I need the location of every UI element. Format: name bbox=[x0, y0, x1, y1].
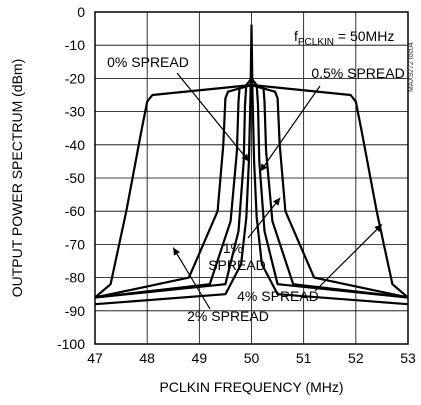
x-tick-label: 52 bbox=[348, 350, 364, 366]
x-tick-label: 47 bbox=[87, 350, 103, 366]
annotation-2pct-label: 2% SPREAD bbox=[187, 308, 269, 324]
condition-suffix: = 50MHz bbox=[334, 28, 394, 44]
y-tick-label: 0 bbox=[77, 4, 85, 20]
y-tick-label: -60 bbox=[65, 203, 85, 219]
y-tick-label: -40 bbox=[65, 137, 85, 153]
y-tick-label: -80 bbox=[65, 270, 85, 286]
y-tick-label: -30 bbox=[65, 104, 85, 120]
y-tick-label: -20 bbox=[65, 70, 85, 86]
y-tick-label: -90 bbox=[65, 303, 85, 319]
x-tick-label: 50 bbox=[244, 350, 260, 366]
annotation-4pct-arrow bbox=[314, 224, 383, 292]
annotation-1pct-arrow bbox=[247, 197, 281, 239]
annotation-0pct-arrow bbox=[176, 72, 250, 162]
y-axis-title: OUTPUT POWER SPECTRUM (dBm) bbox=[9, 59, 25, 298]
x-tick-label: 51 bbox=[296, 350, 312, 366]
series-layer bbox=[94, 24, 409, 306]
annotation-0-5pct-label: 0.5% SPREAD bbox=[311, 65, 404, 81]
series-4-pct-spread-line bbox=[94, 83, 409, 299]
x-axis-title: PCLKIN FREQUENCY (MHz) bbox=[159, 379, 343, 395]
watermark-text: MAX9272 toc04 bbox=[408, 42, 415, 92]
y-tick-label: -50 bbox=[65, 170, 85, 186]
annotation-2pct-arrow bbox=[172, 247, 211, 310]
tick-labels: 47 48 49 50 51 52 53 0 -10 -20 -30 -40 -50 -60 -70 -80 -… bbox=[57, 4, 416, 366]
annotations: 0% SPREAD 0.5% SPREAD 1%SPREAD 2% SPREAD 4% … bbox=[107, 54, 405, 324]
annotation-0pct-label: 0% SPREAD bbox=[107, 54, 189, 70]
y-tick-label: -10 bbox=[65, 37, 85, 53]
condition-subscript: PCLKIN bbox=[298, 37, 334, 48]
annotation-1pct-label-line1: 1% bbox=[223, 240, 243, 256]
series-0-5-pct-spread-line bbox=[94, 77, 409, 299]
x-tick-label: 48 bbox=[139, 350, 155, 366]
y-tick-label: -70 bbox=[65, 236, 85, 252]
annotation-1pct-label-line2: SPREAD bbox=[208, 257, 266, 273]
y-tick-label: -100 bbox=[57, 336, 85, 352]
annotation-4pct-label: 4% SPREAD bbox=[237, 288, 319, 304]
annotation-0-5pct-arrow bbox=[259, 85, 321, 172]
condition-prefix: f bbox=[294, 28, 298, 44]
x-tick-label: 49 bbox=[192, 350, 208, 366]
series-0-pct-spread-line bbox=[94, 24, 409, 306]
x-tick-label: 53 bbox=[400, 350, 416, 366]
plot-frame bbox=[94, 11, 409, 345]
condition-label: fPCLKIN = 50MHz bbox=[294, 28, 394, 48]
